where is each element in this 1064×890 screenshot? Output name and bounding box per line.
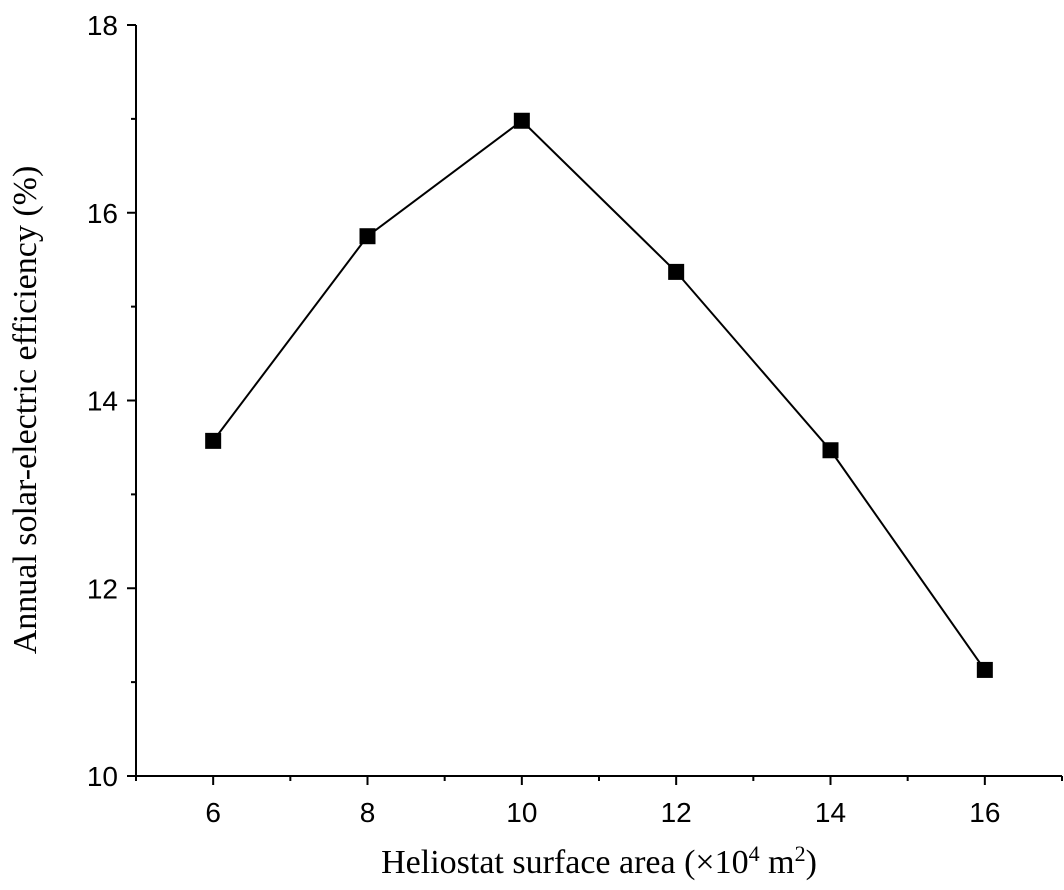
- data-point-marker: [513, 112, 530, 129]
- series-line: [212, 119, 986, 671]
- x-tick-label: 8: [360, 797, 376, 828]
- x-tick-label: 6: [205, 797, 221, 828]
- x-axis-title: Heliostat surface area (×104 m2): [381, 841, 817, 881]
- x-ticks: 6 8 10 12 14 16: [135, 776, 1063, 828]
- x-tick-label: 10: [506, 797, 537, 828]
- y-tick-label: 14: [87, 386, 118, 417]
- y-tick-label: 16: [87, 198, 118, 229]
- series-layer: [205, 112, 993, 678]
- x-tick-label: 12: [661, 797, 692, 828]
- data-point-marker: [976, 661, 993, 678]
- data-point-marker: [822, 442, 839, 459]
- data-point-marker: [205, 432, 222, 449]
- y-ticks: 10 12 14 16 18: [87, 10, 136, 792]
- y-axis-title: Annual solar-electric efficiency (%): [7, 166, 44, 655]
- axes: [135, 25, 1062, 777]
- y-tick-label: 10: [87, 761, 118, 792]
- y-tick-label: 12: [87, 573, 118, 604]
- data-point-marker: [359, 228, 376, 245]
- y-tick-label: 18: [87, 10, 118, 41]
- data-point-marker: [668, 263, 685, 280]
- x-tick-label: 14: [815, 797, 846, 828]
- x-tick-label: 16: [969, 797, 1000, 828]
